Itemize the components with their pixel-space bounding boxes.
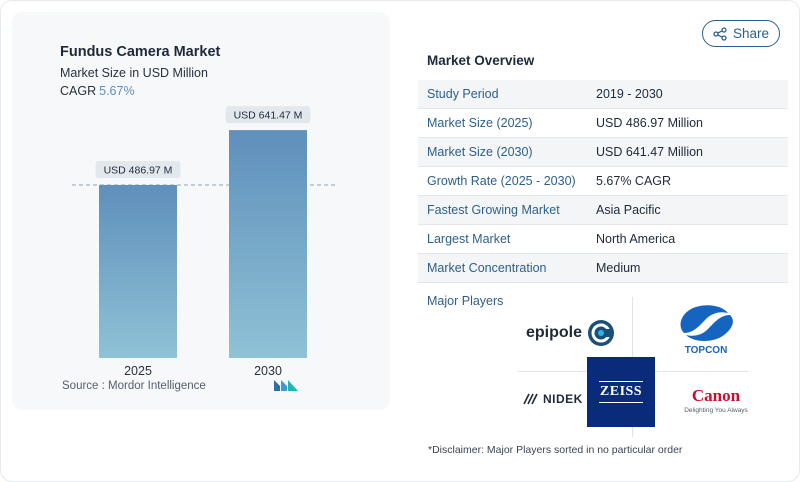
overview-row-largest-market: Largest Market North America	[418, 225, 788, 254]
canon-logo: Canon Delighting You Always	[681, 386, 751, 414]
data-label-bg	[95, 160, 181, 178]
share-button[interactable]: Share	[702, 20, 780, 47]
nidek-mark-icon	[523, 393, 538, 405]
overview-label: Fastest Growing Market	[427, 203, 560, 217]
canon-logo-text: Canon	[691, 386, 741, 405]
overview-value: Medium	[596, 261, 641, 275]
zeiss-logo: ZEISS	[587, 357, 655, 427]
cagr-value: 5.67%	[99, 84, 135, 98]
overview-label: Market Size (2030)	[427, 145, 533, 159]
data-label: USD 486.97 M	[104, 164, 173, 176]
topcon-logo-text: TOPCON	[685, 345, 728, 355]
overview-row-market-size-2030: Market Size (2030) USD 641.47 Million	[418, 138, 788, 167]
category-label: 2030	[254, 364, 282, 378]
chart-layer: USD 486.97 M 2025 USD 641.47 M 2030	[72, 106, 336, 378]
overview-table: Study Period 2019 - 2030 Market Size (20…	[418, 80, 788, 283]
logo-divider	[632, 427, 633, 437]
epipole-logo: epipole	[526, 318, 616, 348]
logo-divider	[632, 297, 633, 357]
overview-value: North America	[596, 232, 676, 246]
chart-subtitle: Market Size in USD Million	[60, 66, 208, 80]
overview-value: 2019 - 2030	[596, 87, 663, 101]
overview-label: Study Period	[427, 87, 499, 101]
overview-value: USD 486.97 Million	[596, 116, 703, 130]
share-label: Share	[732, 26, 770, 41]
disclaimer: *Disclaimer: Major Players sorted in no …	[428, 444, 683, 456]
data-label-bg	[225, 106, 311, 124]
bar-chart: USD 486.97 M 2025 USD 641.47 M 2030	[72, 106, 336, 378]
mordor-intelligence-logo-icon	[274, 380, 298, 391]
overview-label: Market Size (2025)	[427, 116, 533, 130]
epipole-logo-text: epipole	[526, 324, 583, 341]
overview-row-study-period: Study Period 2019 - 2030	[418, 80, 788, 109]
overview-row-fastest-growing: Fastest Growing Market Asia Pacific	[418, 196, 788, 225]
major-players-label: Major Players	[427, 294, 504, 308]
canon-tagline: Delighting You Always	[684, 407, 748, 414]
epipole-mark-icon	[588, 320, 615, 346]
overview-label: Market Concentration	[427, 261, 547, 275]
chart-title: Fundus Camera Market	[60, 44, 221, 60]
nidek-logo: NIDEK	[522, 392, 583, 406]
overview-value: 5.67% CAGR	[596, 174, 672, 188]
chart-cagr: CAGR 5.67%	[60, 84, 135, 98]
overview-title: Market Overview	[427, 53, 535, 68]
data-label: USD 641.47 M	[234, 110, 303, 122]
category-label: 2025	[124, 364, 152, 378]
overview-label: Largest Market	[427, 232, 511, 246]
overview-row-market-size-2025: Market Size (2025) USD 486.97 Million	[418, 109, 788, 138]
bar-2025	[99, 184, 177, 358]
overview-row-market-concentration: Market Concentration Medium	[418, 254, 788, 283]
zeiss-logo-text: ZEISS	[598, 381, 644, 403]
topcon-logo: TOPCON	[680, 305, 733, 355]
overview-value: USD 641.47 Million	[596, 145, 703, 159]
chart-card	[12, 12, 390, 410]
nidek-logo-text: NIDEK	[543, 392, 583, 406]
bar-2030	[229, 130, 307, 358]
source-label: Source : Mordor Intelligence	[62, 380, 206, 392]
overview-row-growth-rate: Growth Rate (2025 - 2030) 5.67% CAGR	[418, 167, 788, 196]
share-icon	[713, 26, 727, 41]
overview-label: Growth Rate (2025 - 2030)	[427, 174, 576, 188]
overview-value: Asia Pacific	[596, 203, 661, 217]
cagr-label: CAGR	[60, 84, 97, 98]
